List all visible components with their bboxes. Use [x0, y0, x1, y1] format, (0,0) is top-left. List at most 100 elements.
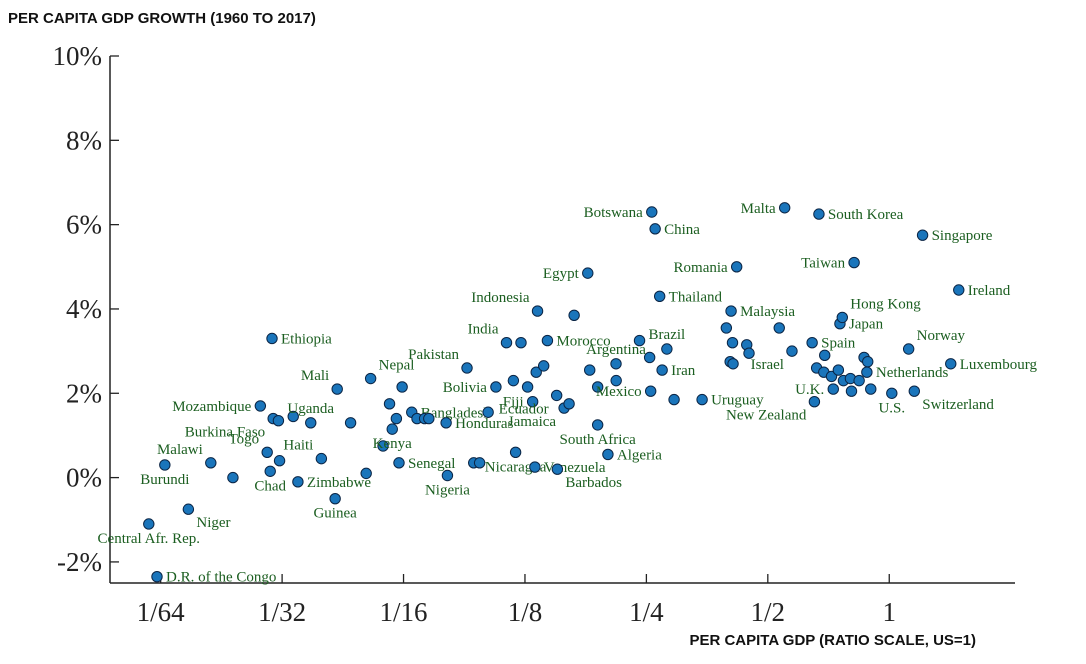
point-label: Taiwan: [801, 256, 845, 272]
x-tick-label: 1/16: [380, 597, 428, 627]
data-point: [292, 476, 304, 488]
data-point: [441, 469, 454, 482]
data-point: [530, 366, 542, 378]
y-tick-label: 10%: [53, 41, 103, 71]
point-label: Barbados: [565, 475, 622, 491]
point-label: Hong Kong: [850, 296, 921, 312]
data-point: [853, 374, 865, 387]
data-point: [541, 334, 554, 347]
point-label: Burundi: [140, 472, 189, 488]
y-tick-label: 6%: [66, 210, 102, 240]
data-point: [461, 362, 473, 374]
point-label: Indonesia: [471, 290, 530, 306]
data-point: [273, 455, 286, 467]
point-label: Egypt: [543, 266, 580, 282]
point-label: Singapore: [932, 228, 993, 244]
point-label: Malta: [741, 201, 776, 217]
point-label: Switzerland: [922, 397, 994, 413]
point-label: Bangladesh: [421, 405, 491, 421]
data-point: [509, 446, 522, 459]
data-point: [668, 393, 680, 406]
point-label: Ecuador: [499, 401, 549, 417]
data-point: [393, 457, 405, 469]
data-point: [945, 358, 957, 370]
data-point: [390, 412, 403, 425]
point-label: Bolivia: [443, 380, 488, 396]
point-label: Chad: [254, 478, 286, 494]
data-point: [563, 398, 575, 410]
data-point: [529, 461, 541, 473]
point-label: China: [664, 222, 700, 238]
point-label: Uganda: [287, 401, 334, 417]
data-point: [515, 336, 527, 349]
y-tick-label: 2%: [66, 378, 102, 408]
point-label: Mozambique: [172, 399, 251, 415]
x-tick-label: 1/64: [137, 597, 186, 627]
data-point: [902, 343, 915, 355]
point-label: South Korea: [828, 207, 904, 223]
point-label: Kenya: [373, 436, 412, 452]
data-point: [315, 452, 328, 465]
data-point: [836, 311, 848, 324]
data-point: [377, 440, 389, 452]
point-label: Luxembourg: [960, 357, 1038, 373]
data-point: [364, 372, 377, 385]
data-point: [490, 381, 502, 393]
point-label: Japan: [849, 317, 884, 333]
data-point: [396, 381, 408, 393]
data-point: [726, 336, 739, 349]
data-point: [643, 351, 656, 364]
point-label: Pakistan: [408, 347, 459, 363]
data-point: [507, 374, 520, 387]
point-label: U.S.: [878, 400, 905, 416]
data-point: [656, 364, 668, 376]
data-point: [653, 290, 666, 303]
point-label: Morocco: [556, 334, 610, 350]
point-label: Uruguay: [711, 393, 764, 409]
data-point: [649, 223, 661, 235]
point-label: Norway: [917, 328, 966, 344]
point-label: Thailand: [669, 289, 723, 305]
data-point: [473, 457, 486, 469]
data-point: [725, 305, 737, 317]
point-label: Senegal: [408, 456, 455, 472]
y-tick-label: 4%: [66, 294, 102, 324]
data-point: [500, 336, 513, 349]
data-point: [845, 385, 858, 397]
data-point: [568, 309, 580, 321]
point-label: Nigeria: [425, 482, 470, 498]
data-point: [360, 467, 372, 480]
point-label: Central Afr. Rep.: [98, 531, 200, 547]
data-point: [661, 343, 673, 355]
data-point: [591, 419, 604, 431]
y-tick-label: 0%: [66, 463, 102, 493]
data-point: [610, 374, 622, 387]
data-point: [182, 503, 195, 515]
data-point: [383, 398, 396, 410]
y-tick-label: -2%: [57, 547, 102, 577]
data-point: [916, 229, 929, 241]
point-label: Malaysia: [740, 304, 795, 320]
data-point: [773, 322, 785, 334]
data-point: [602, 448, 614, 461]
point-label: Honduras: [455, 416, 513, 432]
point-label: Brazil: [649, 327, 686, 343]
point-label: Jamaica: [508, 414, 557, 430]
point-label: Mexico: [596, 384, 642, 400]
data-point: [261, 446, 273, 459]
data-point: [526, 396, 539, 408]
data-point: [865, 383, 877, 395]
data-point: [646, 206, 658, 218]
data-point: [908, 385, 920, 397]
data-point: [848, 256, 860, 269]
data-point: [344, 417, 357, 429]
point-label: D.R. of the Congo: [166, 570, 276, 586]
data-point: [386, 423, 398, 435]
data-point: [808, 396, 821, 408]
point-label: Zimbabwe: [307, 475, 371, 491]
data-point: [730, 261, 743, 273]
point-label: India: [468, 322, 499, 338]
data-point: [151, 570, 163, 583]
data-point: [531, 305, 544, 317]
data-point: [440, 417, 452, 429]
